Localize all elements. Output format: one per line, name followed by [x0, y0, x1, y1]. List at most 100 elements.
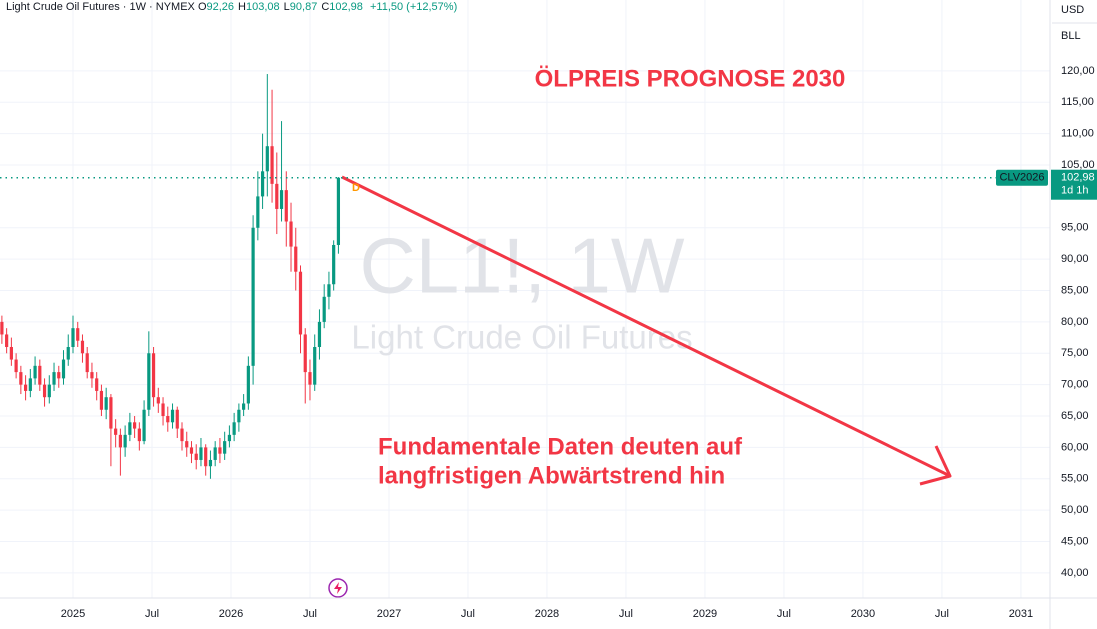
- candle-body: [327, 284, 331, 297]
- x-tick-label: 2026: [219, 608, 243, 620]
- candle-body: [123, 434, 127, 448]
- candle-body: [90, 372, 94, 379]
- candle-body: [52, 372, 56, 385]
- candle-body: [137, 428, 141, 442]
- x-tick-label: 2030: [851, 608, 875, 620]
- candle-body: [142, 409, 146, 442]
- candle-body: [109, 397, 113, 429]
- x-tick-label: 2027: [377, 608, 401, 620]
- candles: [0, 74, 341, 479]
- y-tick-label: 105,00: [1061, 159, 1095, 171]
- symbol-tag-box: [996, 169, 1048, 186]
- axes: 40,00 45,00 50,00 55,00 60,00 65,00 70,00 75,00…: [0, 65, 1097, 620]
- arrow-head: [919, 445, 952, 486]
- y-tick-label: 120,00: [1061, 65, 1095, 77]
- candle-body: [208, 459, 213, 467]
- candle-body: [298, 271, 303, 335]
- y-tick-label: 65,00: [1061, 410, 1089, 422]
- candle-body: [246, 365, 250, 404]
- candle-body: [180, 428, 184, 442]
- candle-body: [289, 221, 293, 247]
- candle-body: [223, 441, 227, 454]
- candle-body: [85, 353, 89, 373]
- trend-arrow: [341, 175, 949, 477]
- candle-body: [118, 434, 122, 448]
- candle-body: [166, 416, 170, 423]
- candle-body: [218, 447, 222, 454]
- x-tick-label: Jul: [619, 608, 633, 620]
- event-icon-bolt: [334, 582, 342, 594]
- ohlc-key: H: [238, 1, 246, 13]
- x-tick-label: Jul: [145, 608, 159, 620]
- candle-body: [204, 447, 208, 467]
- candle-body: [14, 359, 18, 373]
- candle-body: [270, 146, 274, 184]
- candle-body: [9, 347, 13, 360]
- candle-body: [19, 372, 23, 385]
- symbol: Light Crude Oil Futures · 1W · NYMEX: [6, 1, 195, 13]
- x-tick-label: 2031: [1009, 608, 1033, 620]
- candle-body: [133, 422, 137, 429]
- ohlc-key: O: [197, 1, 207, 13]
- candle-body: [71, 328, 75, 348]
- candle-body: [185, 441, 189, 448]
- annotation-title: ÖLPREIS PROGNOSE 2030: [535, 65, 846, 92]
- x-tick-label: 2029: [693, 608, 717, 620]
- x-tick-label: Jul: [303, 608, 317, 620]
- annotation-text: langfristigen Abwärtstrend hin: [378, 462, 725, 489]
- ohlc-value: 103,08: [246, 1, 280, 13]
- y-tick-label: 45,00: [1061, 535, 1089, 547]
- y-tick-label: 80,00: [1061, 316, 1089, 328]
- candle-body: [322, 296, 326, 322]
- candle-body: [251, 227, 255, 366]
- candle-body: [175, 409, 179, 429]
- candle-body: [76, 328, 80, 341]
- y-tick-label: 50,00: [1061, 504, 1089, 516]
- candle-body: [47, 384, 51, 398]
- candle-body: [161, 403, 165, 417]
- candle-body: [213, 447, 217, 460]
- candle-body: [317, 321, 322, 348]
- candle-body: [5, 334, 9, 348]
- candle-body: [332, 244, 336, 285]
- candle-body: [284, 190, 288, 222]
- y-tick-label: 85,00: [1061, 284, 1089, 296]
- currency[interactable]: USD: [1061, 4, 1084, 16]
- candle-body: [104, 397, 108, 410]
- x-tick-label: Jul: [777, 608, 791, 620]
- legend-header: Light Crude Oil Futures · 1W · NYMEX O92…: [6, 1, 461, 13]
- candle-body: [232, 422, 236, 435]
- candle-body: [260, 171, 265, 197]
- candle-body: [308, 372, 312, 385]
- candle-body: [151, 353, 156, 398]
- ohlc-value: 92,26: [206, 1, 235, 13]
- ohlc-value: 102,98: [329, 1, 363, 13]
- y-tick-label: 70,00: [1061, 379, 1089, 391]
- candle-body: [194, 453, 198, 460]
- candle-body: [336, 177, 341, 245]
- y-tick-label: 75,00: [1061, 347, 1089, 359]
- candle-body: [303, 334, 307, 373]
- y-tick-label: 40,00: [1061, 567, 1089, 579]
- y-tick-label: 110,00: [1061, 128, 1094, 140]
- candle-body: [189, 447, 194, 454]
- x-tick-label: Jul: [935, 608, 949, 620]
- candle-body: [0, 321, 4, 335]
- candle-body: [95, 378, 99, 391]
- candle-body: [170, 409, 175, 423]
- grid: [0, 0, 1050, 598]
- last-price-box: [1051, 169, 1097, 200]
- candle-body: [128, 422, 132, 435]
- y-tick-label: 95,00: [1061, 222, 1089, 234]
- candle-body: [114, 428, 118, 435]
- candle-body: [42, 384, 47, 398]
- candle-body: [80, 340, 85, 354]
- candle-body: [237, 409, 241, 423]
- y-tick-label: 90,00: [1061, 253, 1089, 265]
- change: +11,50 (+12,57%): [369, 1, 458, 13]
- candle-body: [33, 365, 37, 379]
- ohlc-key: C: [321, 1, 330, 13]
- unit[interactable]: BLL: [1061, 30, 1081, 42]
